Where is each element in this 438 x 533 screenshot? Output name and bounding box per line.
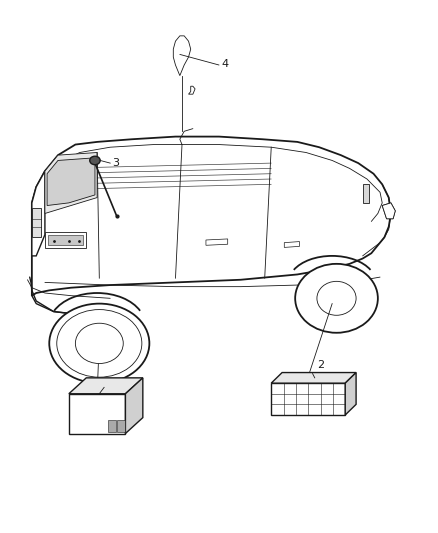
Polygon shape (48, 235, 83, 245)
Polygon shape (271, 373, 356, 383)
Ellipse shape (295, 264, 378, 333)
Polygon shape (125, 378, 143, 433)
Polygon shape (45, 152, 97, 214)
Text: 3: 3 (113, 158, 120, 168)
Polygon shape (363, 184, 369, 203)
Ellipse shape (49, 304, 149, 383)
Polygon shape (108, 420, 116, 432)
Polygon shape (69, 394, 125, 433)
Ellipse shape (75, 323, 123, 364)
Ellipse shape (57, 310, 142, 377)
Text: 2: 2 (317, 360, 324, 370)
Polygon shape (284, 241, 300, 247)
Ellipse shape (90, 156, 100, 165)
Polygon shape (382, 203, 395, 219)
Polygon shape (45, 232, 86, 248)
Polygon shape (206, 239, 228, 245)
Polygon shape (69, 378, 143, 394)
Polygon shape (382, 203, 395, 219)
Bar (32, 208, 42, 237)
Ellipse shape (317, 281, 356, 316)
Text: 4: 4 (221, 59, 228, 69)
Polygon shape (271, 383, 345, 415)
Polygon shape (345, 373, 356, 415)
Polygon shape (47, 158, 95, 206)
Polygon shape (32, 136, 391, 296)
Polygon shape (32, 171, 45, 256)
Polygon shape (117, 420, 124, 432)
Text: 1: 1 (108, 374, 115, 384)
